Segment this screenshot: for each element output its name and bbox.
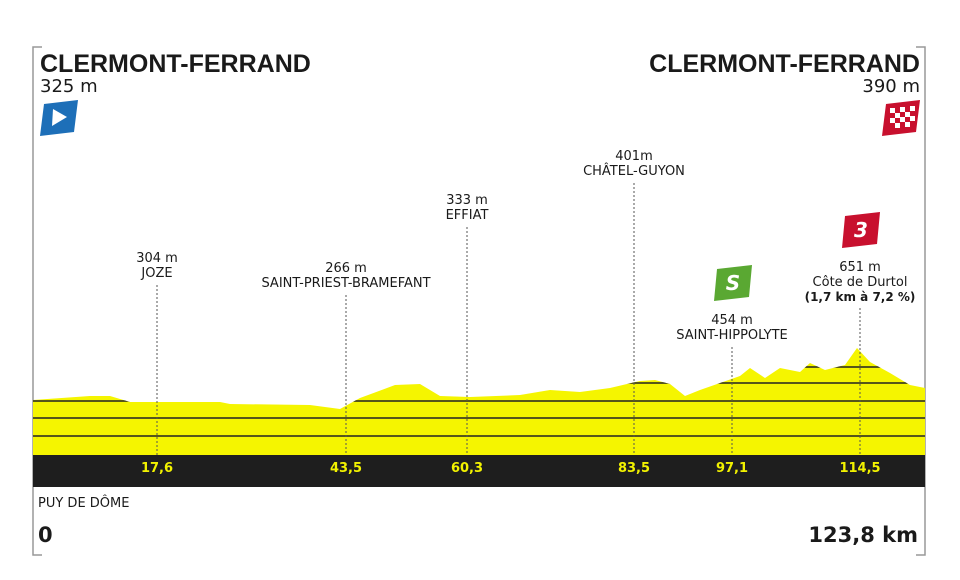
point-altitude: 266 m (325, 261, 367, 276)
start-city: CLERMONT-FERRAND (40, 50, 311, 78)
km-label: 17,6 (141, 461, 173, 476)
point-name: SAINT-PRIEST-BRAMEFANT (261, 276, 430, 291)
frame (32, 46, 926, 556)
distance-end: 123,8 km (808, 523, 918, 547)
climb-category: 3 (854, 218, 868, 242)
km-band (33, 455, 925, 487)
distance-start: 0 (38, 523, 53, 547)
point-name: Côte de Durtol (813, 275, 908, 290)
point-altitude: 401m (615, 149, 652, 164)
finish-altitude: 390 m (862, 76, 920, 97)
point-name: JOZE (140, 266, 172, 281)
point-altitude: 304 m (136, 251, 178, 266)
point-note: (1,7 km à 7,2 %) (805, 290, 916, 304)
point-altitude: 333 m (446, 193, 488, 208)
start-flag (40, 100, 78, 136)
point-name: EFFIAT (446, 208, 489, 223)
point-altitude: 651 m (839, 260, 881, 275)
start-altitude: 325 m (40, 76, 98, 97)
km-label: 60,3 (451, 461, 483, 476)
sprint-label: S (726, 271, 740, 295)
point-altitude: 454 m (711, 313, 753, 328)
km-label: 83,5 (618, 461, 650, 476)
km-label: 43,5 (330, 461, 362, 476)
point-name: CHÂTEL-GUYON (583, 163, 685, 179)
km-label: 114,5 (839, 461, 880, 476)
finish-flag (882, 100, 920, 136)
region: PUY DE DÔME (38, 495, 129, 511)
climb-icon (842, 212, 880, 248)
sprint-icon (714, 265, 752, 301)
finish-city: CLERMONT-FERRAND (649, 50, 920, 78)
km-label: 97,1 (716, 461, 748, 476)
point-name: SAINT-HIPPOLYTE (676, 328, 788, 343)
